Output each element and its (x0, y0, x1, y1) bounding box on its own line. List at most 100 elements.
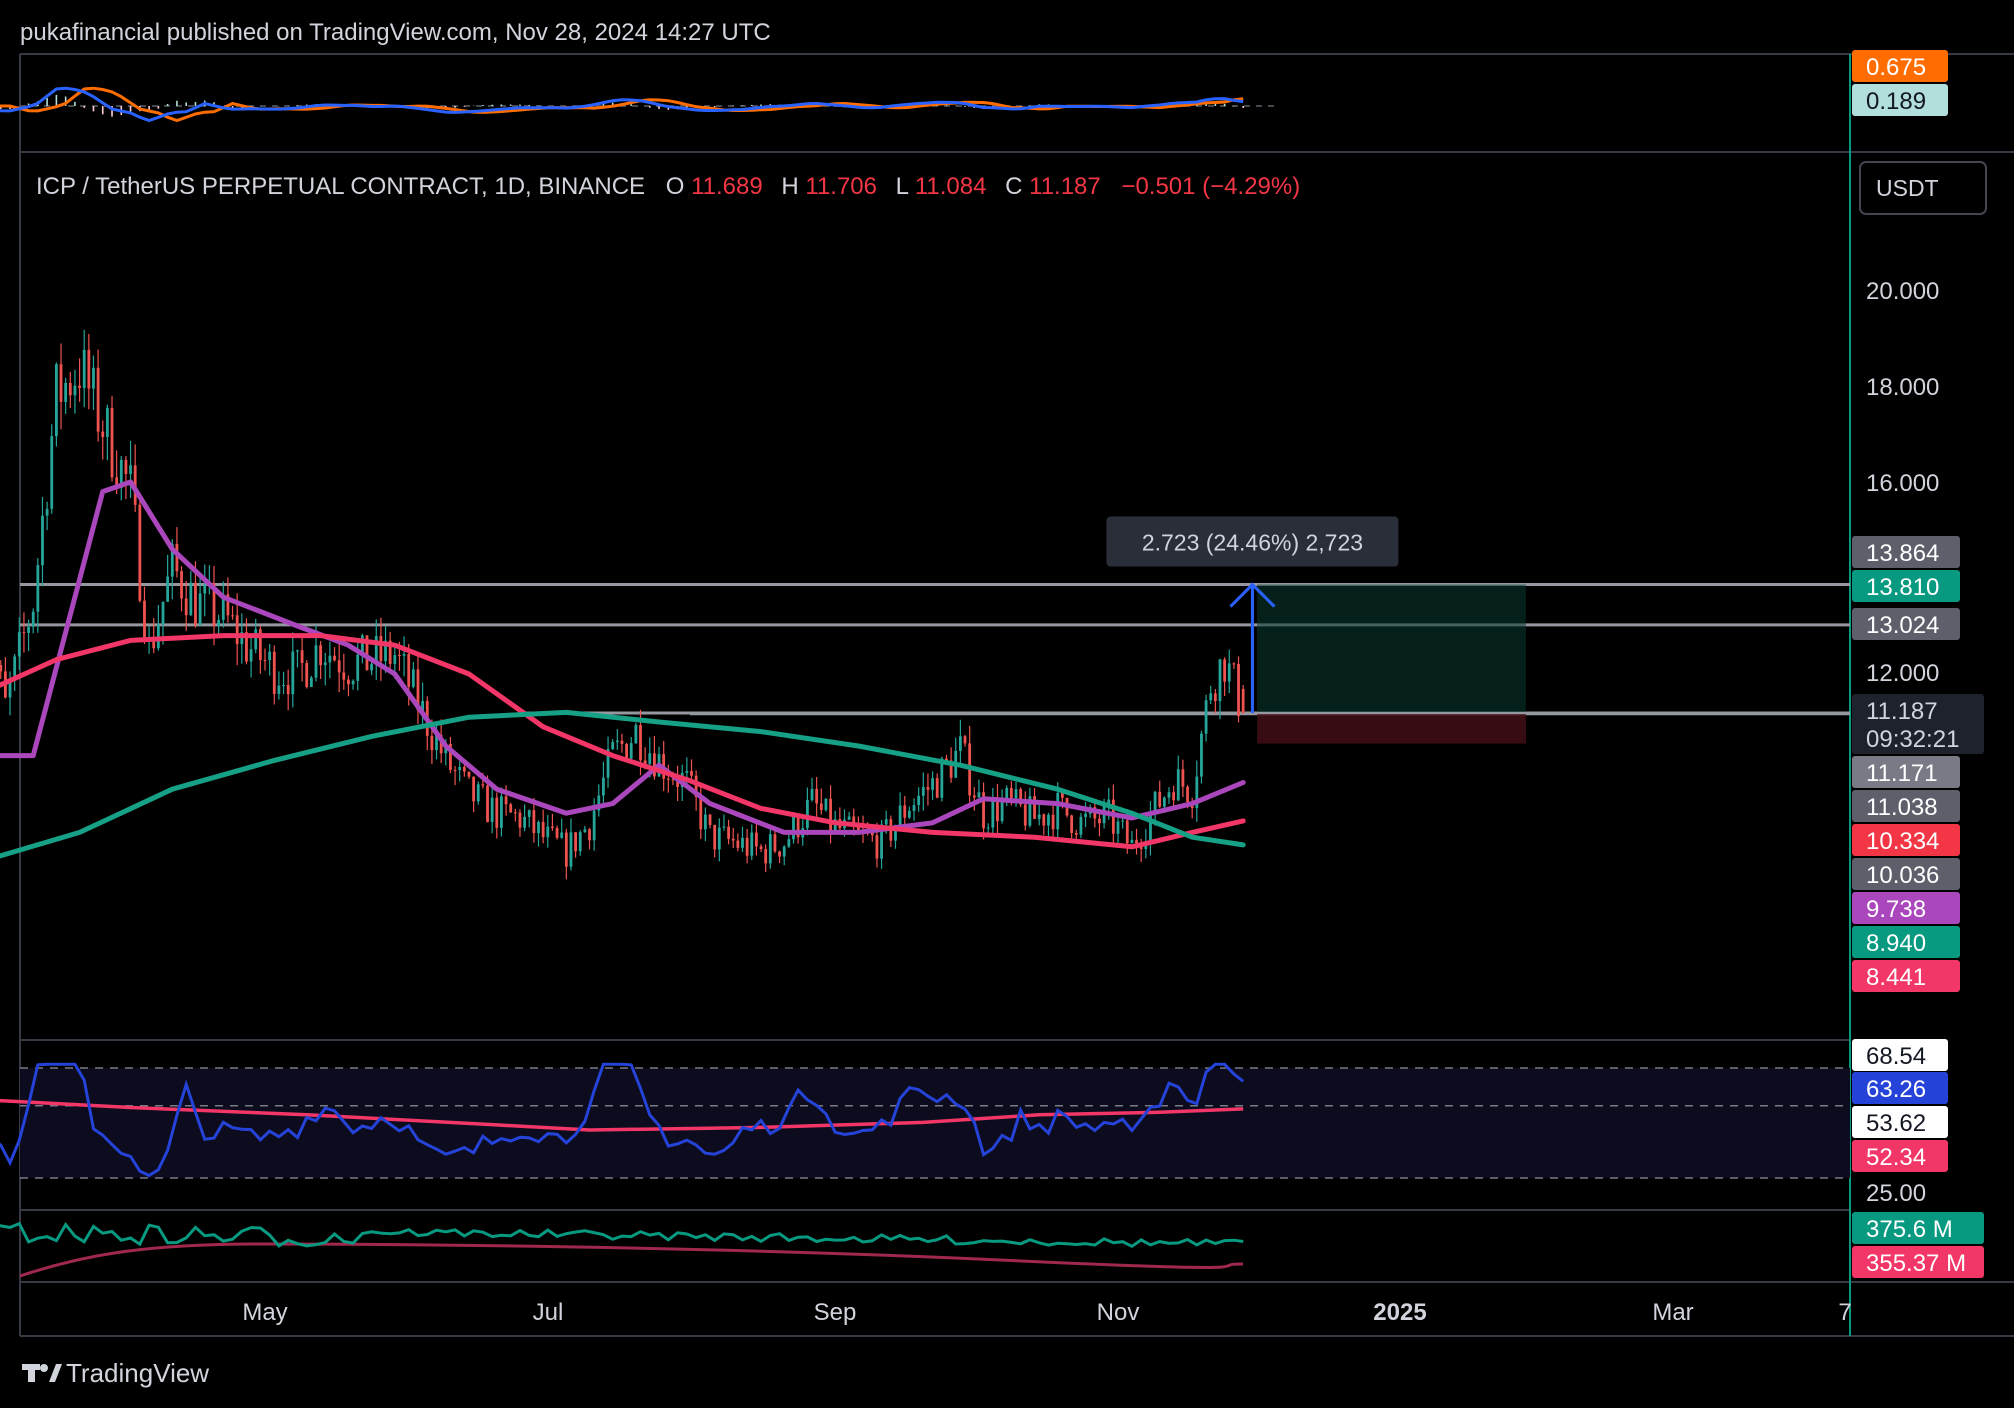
candle (513, 808, 517, 822)
svg-text:10.334: 10.334 (1866, 828, 1939, 855)
price-label: 13.864 (1852, 536, 1960, 568)
price-label: 10.036 (1852, 858, 1960, 890)
candle (625, 742, 628, 760)
candle (291, 632, 295, 708)
candle (184, 580, 188, 631)
candle (958, 719, 962, 765)
candle (546, 814, 550, 848)
ma-mid-line (0, 633, 1246, 850)
candle (78, 358, 81, 402)
measure-tool[interactable]: 2.723 (24.46%) 2,723 (1106, 516, 1399, 714)
long-position-tool[interactable] (1257, 584, 1526, 744)
candle (1149, 801, 1152, 856)
candle (1232, 662, 1236, 669)
candle (272, 645, 276, 705)
candle (268, 644, 272, 676)
candle (991, 787, 995, 837)
candle (50, 424, 54, 514)
candle (583, 825, 587, 833)
candle (212, 566, 216, 646)
stop-zone[interactable] (1257, 713, 1526, 744)
profit-zone[interactable] (1257, 584, 1526, 714)
rsi-panel (0, 1062, 1245, 1178)
volume-label: 355.37 M (1852, 1246, 1984, 1278)
time-tick: 2025 (1373, 1299, 1426, 1326)
candle (1070, 814, 1074, 841)
candle (388, 631, 392, 675)
change-value: −0.501 (−4.29%) (1121, 173, 1300, 200)
svg-text:09:32:21: 09:32:21 (1866, 726, 1959, 753)
candle (750, 824, 754, 861)
candle (282, 671, 285, 695)
candle (462, 764, 466, 777)
candle (129, 440, 132, 499)
candle (805, 787, 809, 836)
candle (578, 830, 582, 856)
candle (143, 586, 146, 645)
time-tick: 7 (1838, 1299, 1851, 1326)
currency-button[interactable]: USDT (1859, 161, 1987, 215)
candle (435, 722, 438, 760)
candle (574, 831, 578, 858)
ma-fast-line (0, 479, 1246, 835)
candle (41, 496, 44, 587)
candle (537, 820, 540, 847)
tradingview-logo[interactable]: TradingView (22, 1358, 209, 1388)
price-label: 11.187 (1852, 694, 1984, 726)
candle (500, 787, 503, 837)
candle (713, 824, 717, 858)
candle (676, 765, 679, 802)
candle (1227, 649, 1231, 694)
candle (699, 783, 703, 839)
candle (347, 675, 350, 697)
candle (527, 809, 531, 828)
candle (96, 349, 100, 442)
price-axis[interactable]: 20.000 18.000 16.000 12.000 (1866, 278, 1939, 687)
volume-panel (0, 1221, 1244, 1278)
candle (917, 787, 921, 812)
rsi-label: 68.54 (1852, 1039, 1948, 1071)
candle (708, 813, 712, 829)
svg-text:52.34: 52.34 (1866, 1144, 1926, 1171)
candle (221, 581, 225, 628)
candle (569, 818, 573, 871)
svg-text:11.171: 11.171 (1866, 760, 1938, 787)
time-tick: Sep (814, 1299, 857, 1326)
rsi-label: 53.62 (1852, 1106, 1948, 1138)
candle (13, 653, 17, 691)
candle (472, 776, 476, 813)
candle (1019, 787, 1023, 808)
svg-text:8.940: 8.940 (1866, 930, 1926, 957)
candle (323, 652, 327, 686)
svg-text:13.864: 13.864 (1866, 540, 1939, 567)
candle (606, 736, 610, 788)
candle (217, 614, 221, 635)
candle (82, 329, 86, 408)
candle (532, 798, 536, 843)
candle (778, 850, 781, 864)
low-value: 11.084 (915, 173, 987, 200)
candle (629, 737, 633, 762)
svg-text:355.37 M: 355.37 M (1866, 1250, 1966, 1277)
volume-axis-labels: 375.6 M 355.37 M (1852, 1212, 1984, 1278)
svg-text:68.54: 68.54 (1866, 1043, 1926, 1070)
svg-text:53.62: 53.62 (1866, 1110, 1926, 1137)
price-label: 13.810 (1852, 570, 1960, 602)
price-label: 9.738 (1852, 892, 1960, 924)
candle (490, 788, 494, 834)
time-axis[interactable]: May Jul Sep Nov 2025 Mar 7 (242, 1299, 1851, 1326)
candle (458, 761, 462, 782)
candle (87, 333, 91, 410)
candle (119, 455, 123, 501)
svg-text:ICP / TetherUS PERPETUAL CONTR: ICP / TetherUS PERPETUAL CONTRACT, 1D, B… (36, 173, 1300, 200)
rsi-ma-line (0, 1098, 1244, 1132)
candle (249, 637, 253, 678)
macd-line (0, 86, 1244, 123)
candle (815, 776, 819, 818)
candle (152, 618, 156, 654)
candle (1079, 813, 1083, 839)
candle (1000, 789, 1004, 824)
candle (907, 806, 911, 819)
measure-arrow-head (1229, 582, 1276, 608)
svg-text:11.187: 11.187 (1866, 698, 1938, 725)
